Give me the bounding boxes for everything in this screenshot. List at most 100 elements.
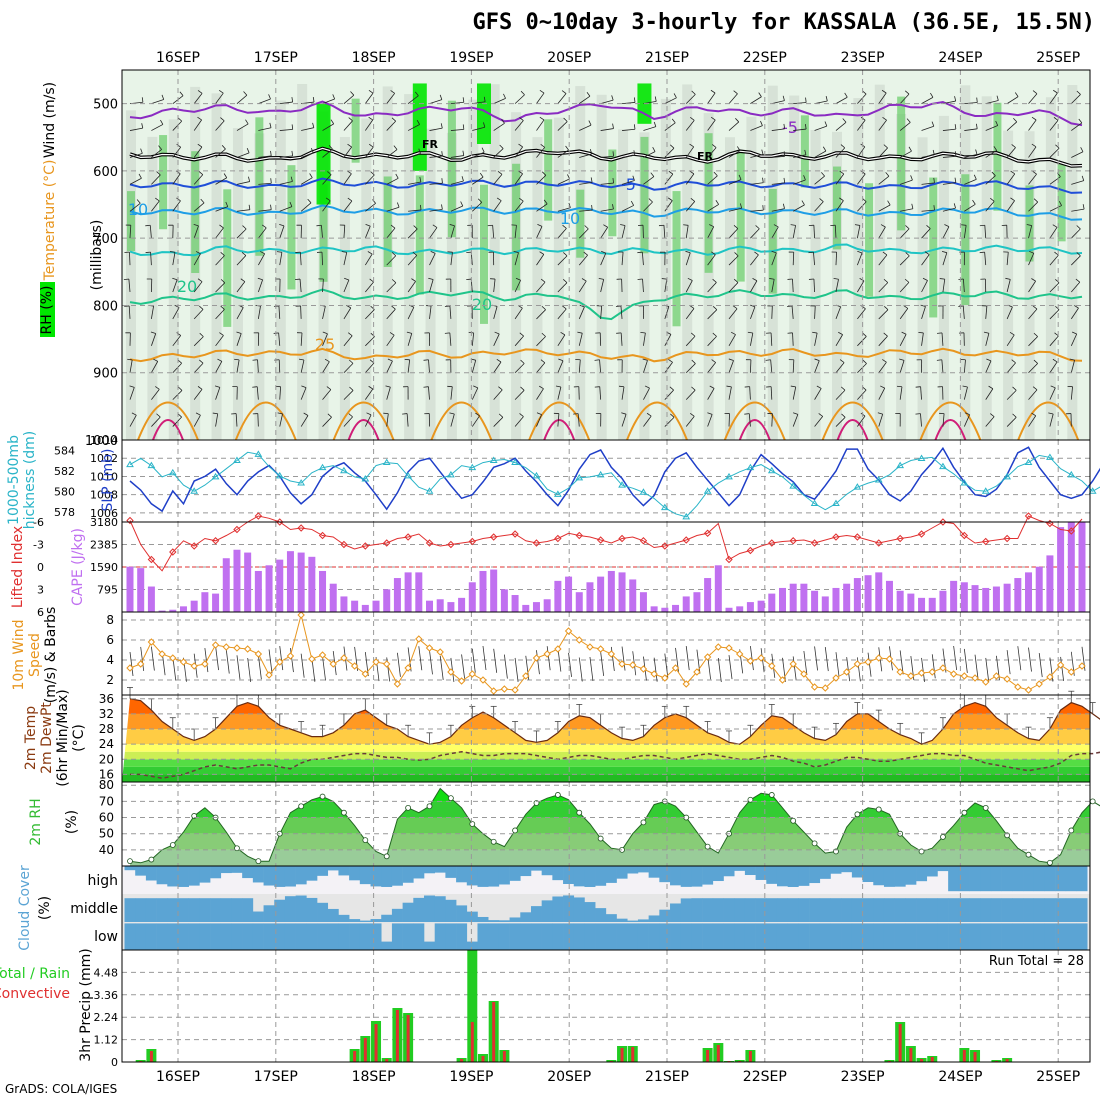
wind-barb xyxy=(707,92,716,104)
wind-barb xyxy=(867,652,872,677)
cape-bar xyxy=(661,607,669,612)
wind-barb xyxy=(429,182,443,185)
cloud-cell xyxy=(680,866,692,887)
temp-band xyxy=(122,751,1090,760)
wind-barb xyxy=(750,154,764,158)
wind-speed-point xyxy=(810,683,819,691)
wind-barb-flag xyxy=(563,252,568,257)
wind-speed-point xyxy=(265,671,273,679)
wind-barb-flag xyxy=(1075,278,1081,283)
cloud-cell xyxy=(841,923,853,950)
wind-barb xyxy=(750,125,763,131)
wind-barb xyxy=(685,252,691,266)
wind-barb-flag xyxy=(539,385,544,390)
li-point xyxy=(383,539,391,547)
cape-bar xyxy=(147,586,155,612)
li-point xyxy=(297,524,305,532)
wind-barb-flag xyxy=(939,278,945,280)
wind-barb-flag xyxy=(1031,116,1037,121)
contour-label: 10 xyxy=(560,209,580,228)
axis-label-line: 10m Wind xyxy=(11,619,27,690)
cloud-cell xyxy=(648,866,660,878)
wind-barb xyxy=(1028,93,1038,104)
wind-barb-flag xyxy=(520,386,525,391)
wind-speed-point xyxy=(639,665,648,673)
wind-barb-flag xyxy=(620,224,626,226)
wind-speed-point xyxy=(661,674,669,682)
wind-barb xyxy=(621,252,624,266)
cloud-cell xyxy=(659,866,671,883)
thickness-point xyxy=(447,470,455,478)
cloud-cell xyxy=(156,923,168,950)
wind-barb xyxy=(450,101,464,105)
wind-barb-flag xyxy=(818,413,823,417)
rh-moist-band xyxy=(223,189,232,327)
wind-barb-flag xyxy=(127,358,133,361)
wind-barb xyxy=(300,305,302,319)
cloud-cell xyxy=(766,866,778,884)
wind-barb xyxy=(771,155,785,158)
wind-barb-flag xyxy=(391,305,396,310)
cape-bar xyxy=(639,592,647,612)
rh-point xyxy=(747,796,754,803)
cape-tick-label: 795 xyxy=(97,584,118,597)
axis-label: 3hr Precip (mm) xyxy=(78,948,94,1061)
rh-point xyxy=(576,809,583,816)
wind-barb xyxy=(493,200,502,212)
wind-barb-flag xyxy=(518,143,523,148)
date-label-top: 24SEP xyxy=(938,50,982,66)
wind-barb-flag xyxy=(715,200,719,205)
thickness-point xyxy=(233,456,241,463)
wind-barb-flag xyxy=(270,178,272,184)
wind-barb-flag xyxy=(555,385,561,388)
wind-barb xyxy=(749,386,751,400)
rh-point xyxy=(512,827,518,834)
wind-barb xyxy=(835,200,844,212)
cloud-cell xyxy=(851,923,863,950)
wind-barb xyxy=(365,92,374,104)
wind-barb xyxy=(621,205,634,212)
wind-barb-flag xyxy=(1032,90,1038,95)
wind-barb-flag xyxy=(690,332,696,337)
wind-barb xyxy=(920,413,922,427)
wind-barb xyxy=(493,174,503,185)
wind-barb xyxy=(664,147,675,158)
precip-convective-bar xyxy=(363,1038,367,1062)
cloud-cell xyxy=(1055,898,1067,922)
wind-barb xyxy=(685,146,695,158)
wind-barb-flag xyxy=(712,278,717,283)
cloud-cell xyxy=(766,898,778,922)
cloud-cell xyxy=(541,866,553,876)
wind-barb-flag xyxy=(217,358,223,362)
cape-bar xyxy=(158,610,166,612)
wind-barb xyxy=(1049,361,1058,373)
cloud-cell xyxy=(990,923,1002,950)
cloud-cell xyxy=(702,923,714,950)
wind-barb xyxy=(985,100,999,105)
wind-barb-flag xyxy=(924,251,930,255)
rh-point xyxy=(319,793,326,800)
isotherm-line xyxy=(129,100,1083,127)
rh-point xyxy=(940,834,946,840)
wind-barb-flag xyxy=(1032,305,1038,310)
precip-convective-bar xyxy=(620,1048,624,1062)
wind-barb-flag xyxy=(988,385,994,390)
wind-barb xyxy=(728,334,736,347)
wind-barb-flag xyxy=(840,144,845,149)
wind-speed-point xyxy=(671,664,680,672)
wind-barb-flag xyxy=(312,97,315,103)
cloud-cell xyxy=(413,866,425,879)
rh-grey-band xyxy=(1024,131,1035,441)
wind-barb xyxy=(236,281,246,293)
precip-convective-bar xyxy=(898,1024,902,1062)
wind-barb-flag xyxy=(220,117,225,122)
wind-barb xyxy=(322,361,330,373)
wind-barb xyxy=(878,204,891,212)
wind-barb xyxy=(471,360,477,373)
chart-title: GFS 0~10day 3-hourly for KASSALA (36.5E,… xyxy=(472,10,1095,35)
cloud-panel xyxy=(122,866,1090,950)
wind-barb xyxy=(482,645,487,671)
wind-barb-flag xyxy=(825,96,828,102)
cape-bar xyxy=(137,568,145,612)
wind-barb xyxy=(343,146,352,158)
